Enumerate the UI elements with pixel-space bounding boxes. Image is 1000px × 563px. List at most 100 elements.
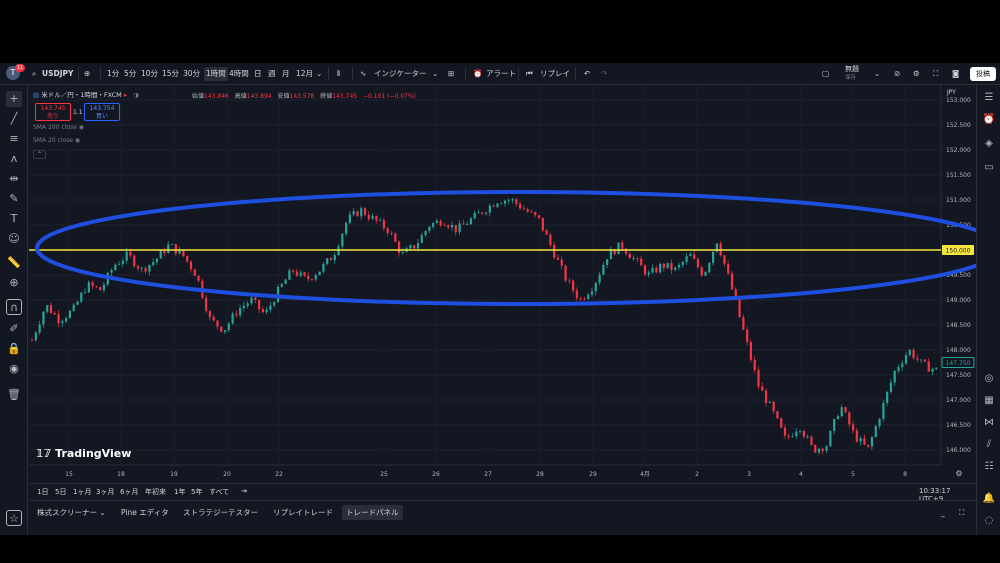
add-symbol-icon[interactable]: ⊕ [84, 69, 91, 78]
zoom-icon[interactable]: ⊕ [9, 276, 19, 289]
camera-icon[interactable]: ◙ [952, 69, 960, 78]
gear-icon[interactable]: ⚙ [955, 469, 962, 478]
interval-30m[interactable]: 30分 [183, 69, 201, 78]
replay-icon[interactable]: ⏮ [526, 69, 533, 78]
list-icon[interactable]: ☷ [984, 461, 994, 472]
eye-toggle-icon[interactable]: ◑ [133, 91, 139, 99]
minimize-icon[interactable]: _ [941, 508, 945, 517]
watchlist-icon[interactable]: ☰ [984, 92, 994, 103]
help-icon[interactable]: ◌ [984, 515, 994, 526]
range-1mo[interactable]: 1ヶ月 [73, 488, 92, 496]
undo-icon[interactable]: ↶ [584, 69, 591, 78]
layout-name[interactable]: 無題 保存 [845, 65, 859, 81]
target-icon[interactable]: ◎ [984, 373, 994, 384]
range-5d[interactable]: 5日 [55, 488, 67, 496]
chevron-down-icon[interactable]: ⌄ [316, 69, 323, 78]
interval-12mo[interactable]: 12月 [296, 69, 314, 78]
eye-icon[interactable]: ◉ [78, 124, 84, 131]
candle [560, 259, 563, 266]
lock-drawing-icon[interactable]: ✐ [9, 322, 19, 335]
tab-replay-trade[interactable]: リプレイトレード [273, 508, 333, 517]
alert-button[interactable]: アラート [486, 69, 516, 78]
eye-icon[interactable]: ◉ [9, 362, 19, 375]
symbol-search[interactable]: USDJPY [42, 69, 74, 78]
alarm-clock-icon[interactable]: ⏰ [982, 114, 996, 125]
x-tick-label: 29 [589, 471, 597, 478]
candle [242, 305, 246, 309]
goto-date-icon[interactable]: ⇥ [241, 487, 247, 495]
currency-label[interactable]: JPY [946, 89, 956, 96]
brush-icon[interactable]: ✎ [9, 192, 19, 205]
emoji-icon[interactable]: ☺ [8, 232, 20, 245]
indicators-icon[interactable]: ∿ [360, 69, 367, 78]
tab-pine-editor[interactable]: Pine エディタ [121, 508, 169, 517]
clock[interactable]: 10:33:17 UTC+9 [919, 487, 951, 503]
collapse-legend-button[interactable]: ⌃ [33, 150, 46, 159]
eye-icon[interactable]: ◉ [74, 137, 81, 144]
network-icon[interactable]: ⋈ [984, 417, 994, 428]
range-5y[interactable]: 5年 [191, 488, 203, 496]
spread-value: 1.1 [73, 109, 83, 116]
layers-icon[interactable]: ◈ [985, 138, 993, 149]
ellipse-drawing[interactable] [35, 190, 1000, 306]
interval-4h[interactable]: 4時間 [229, 69, 249, 78]
ruler-icon[interactable]: 📏 [7, 256, 21, 269]
alarm-icon[interactable]: ⏰ [473, 69, 483, 78]
interval-1mo[interactable]: 月 [282, 69, 290, 78]
layout-icon[interactable]: ▢ [822, 69, 830, 78]
fib-icon[interactable]: ≡ [9, 132, 19, 145]
symbol-title[interactable]: 米ドル／円・1時間・FXCM [41, 91, 122, 99]
chart-tool-icon[interactable]: ⫽ [986, 439, 992, 450]
candle-type-icon[interactable]: ⫴ [337, 69, 341, 78]
lock-icon[interactable]: 🔒 [7, 342, 21, 355]
tab-trade-panel[interactable]: トレードパネル [342, 505, 403, 520]
projection-icon[interactable]: ⇹ [9, 172, 19, 185]
range-3mo[interactable]: 3ヶ月 [96, 488, 115, 496]
sell-button[interactable]: 143.745 売り [35, 103, 71, 121]
chart-area[interactable]: 153.000 152.500 152.000 151.500 151.000 150.5… [29, 85, 1000, 481]
range-ytd[interactable]: 年初来 [145, 488, 166, 496]
trash-icon[interactable]: 🗑 [7, 388, 21, 401]
redo-icon[interactable]: ↷ [601, 69, 608, 78]
buy-button[interactable]: 143.754 買い [84, 103, 120, 121]
tab-strategy-tester[interactable]: ストラテジーテスター [183, 508, 258, 517]
candle [379, 219, 382, 221]
indicators-button[interactable]: インジケーター [374, 69, 427, 78]
chevron-down-icon[interactable]: ⌄ [432, 69, 439, 78]
bell-icon[interactable]: 🔔 [982, 493, 996, 504]
magnet-icon[interactable]: ∩ [6, 299, 22, 315]
trendline-icon[interactable]: ╱ [10, 112, 18, 125]
range-1d[interactable]: 1日 [37, 488, 49, 496]
sma20-legend[interactable]: SMA 20 close ◉ [33, 137, 80, 144]
interval-5m[interactable]: 5分 [124, 69, 137, 78]
interval-1d[interactable]: 日 [254, 69, 262, 78]
sma200-legend[interactable]: SMA 200 close ◉ [33, 124, 84, 131]
maximize-icon[interactable]: ⛶ [959, 508, 965, 517]
calendar-icon[interactable]: ▦ [984, 395, 994, 406]
pattern-icon[interactable]: ʌ [10, 152, 18, 165]
interval-1w[interactable]: 週 [268, 69, 276, 78]
interval-10m[interactable]: 10分 [141, 69, 159, 78]
chat-icon[interactable]: ▭ [984, 162, 994, 173]
tab-stock-screener[interactable]: 株式スクリーナー ⌄ [33, 505, 110, 520]
price-chart[interactable]: 153.000152.500152.000151.500151.000150.5… [29, 85, 1000, 481]
post-button[interactable]: 投稿 [970, 67, 996, 81]
fullscreen-icon[interactable]: ⛶ [933, 69, 939, 78]
quick-search-icon[interactable]: ⊘ [894, 69, 901, 78]
templates-icon[interactable]: ⊞ [448, 69, 455, 78]
gear-icon[interactable]: ⚙ [913, 69, 920, 78]
interval-15m[interactable]: 15分 [162, 69, 180, 78]
crosshair-icon[interactable]: + [6, 91, 22, 107]
range-6mo[interactable]: 6ヶ月 [120, 488, 139, 496]
interval-1m[interactable]: 1分 [107, 69, 120, 78]
chevron-down-icon[interactable]: ⌄ [874, 69, 881, 78]
range-1y[interactable]: 1年 [174, 488, 186, 496]
range-all[interactable]: すべて [209, 488, 230, 496]
candle [628, 253, 631, 259]
candle [749, 342, 753, 360]
replay-button[interactable]: リプレイ [540, 69, 570, 78]
text-icon[interactable]: T [10, 212, 18, 225]
interval-1h[interactable]: 1時間 [204, 67, 228, 81]
search-icon[interactable]: ⌕ [32, 69, 37, 78]
star-icon[interactable]: ☆ [6, 510, 22, 526]
